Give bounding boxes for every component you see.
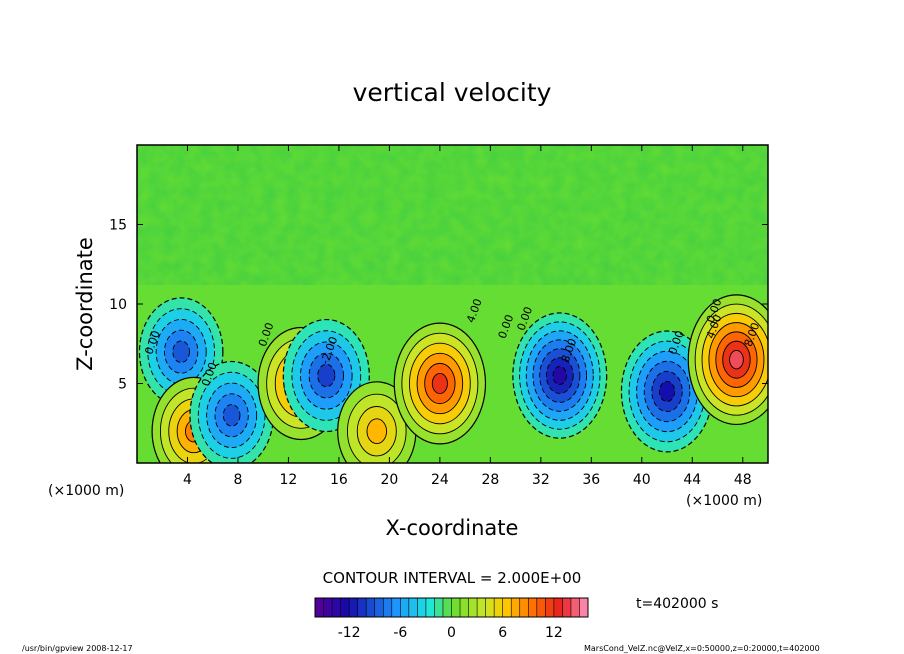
colorbar-tick-label: 0 xyxy=(447,625,456,641)
colorbar-segment xyxy=(391,598,401,617)
y-axis-label: Z-coordinate xyxy=(73,237,97,371)
x-tick-label: 24 xyxy=(431,472,449,488)
cell-contour xyxy=(172,340,190,363)
cell-contour xyxy=(317,363,336,388)
footer-right: MarsCond_VelZ.nc@VelZ,x=0:50000,z=0:2000… xyxy=(584,644,820,653)
colorbar-segment xyxy=(511,598,521,617)
colorbar-segment xyxy=(553,598,563,617)
colorbar-segment xyxy=(340,598,350,617)
x-tick-label: 12 xyxy=(280,472,298,488)
colorbar-segment xyxy=(519,598,529,617)
y-tick-label: 5 xyxy=(118,377,127,393)
colorbar-segment xyxy=(425,598,435,617)
x-tick-label: 4 xyxy=(183,472,192,488)
colorbar-tick-label: 12 xyxy=(545,625,563,641)
colorbar-segment xyxy=(315,598,325,617)
x-tick-label: 28 xyxy=(481,472,499,488)
colorbar-segment xyxy=(357,598,367,617)
x-tick-label: 16 xyxy=(330,472,348,488)
cell-contour xyxy=(658,380,676,402)
cell-mark xyxy=(687,294,768,426)
colorbar-segment xyxy=(374,598,384,617)
colorbar-segment xyxy=(485,598,495,617)
colorbar-segment xyxy=(383,598,393,617)
colorbar-segment xyxy=(570,598,580,617)
x-tick-label: 40 xyxy=(633,472,651,488)
colorbar-segment xyxy=(434,598,444,617)
colorbar-segment xyxy=(562,598,572,617)
colorbar-frame xyxy=(314,597,589,618)
cell-layer xyxy=(138,294,768,463)
cell-contour xyxy=(552,366,567,385)
y-tick-label: 15 xyxy=(109,218,127,234)
cell-contour xyxy=(431,372,448,395)
colorbar-tick-label: 6 xyxy=(498,625,507,641)
x-tick-label: 44 xyxy=(683,472,701,488)
colorbar-segment xyxy=(366,598,376,617)
contour-interval-text: CONTOUR INTERVAL = 2.000E+00 xyxy=(323,569,582,587)
colorbar-segment xyxy=(460,598,470,617)
colorbar xyxy=(314,598,589,617)
x-axis-label: X-coordinate xyxy=(386,516,519,540)
y-axis: 5 10 15 xyxy=(109,218,768,393)
colorbar-tick-label: -6 xyxy=(393,625,407,641)
x-axis: 4 8 12 16 20 24 28 32 36 40 44 48 xyxy=(183,145,752,488)
colorbar-segment xyxy=(442,598,452,617)
x-tick-label: 48 xyxy=(734,472,752,488)
colorbar-segment xyxy=(451,598,461,617)
colorbar-segment xyxy=(408,598,418,617)
plot-area xyxy=(137,145,768,463)
colorbar-segment xyxy=(536,598,546,617)
y-tick-label: 10 xyxy=(109,297,127,313)
x-unit-right: (×1000 m) xyxy=(686,493,762,509)
cell-contour xyxy=(366,418,388,445)
colorbar-segment xyxy=(323,598,333,617)
x-tick-label: 36 xyxy=(582,472,600,488)
footer-left: /usr/bin/gpview 2008-12-17 xyxy=(22,644,133,653)
colorbar-tick-label: -12 xyxy=(338,625,361,641)
x-tick-label: 8 xyxy=(233,472,242,488)
colorbar-segment xyxy=(502,598,512,617)
colorbar-segment xyxy=(528,598,538,617)
cell-contour xyxy=(222,404,241,427)
x-unit-left: (×1000 m) xyxy=(48,483,124,499)
colorbar-segment xyxy=(468,598,478,617)
colorbar-segment xyxy=(579,598,589,617)
colorbar-ticks: -12 -6 0 6 12 xyxy=(338,625,563,641)
colorbar-segment xyxy=(477,598,487,617)
cell-mark xyxy=(512,312,608,439)
colorbar-segment xyxy=(349,598,359,617)
cell-contour xyxy=(729,349,744,370)
time-label: t=402000 s xyxy=(636,596,718,612)
x-tick-label: 20 xyxy=(380,472,398,488)
x-tick-label: 32 xyxy=(532,472,550,488)
colorbar-segment xyxy=(332,598,342,617)
cell-mark xyxy=(189,360,274,463)
colorbar-segment xyxy=(417,598,427,617)
chart-title: vertical velocity xyxy=(353,78,552,107)
colorbar-segment xyxy=(545,598,555,617)
colorbar-segment xyxy=(494,598,504,617)
upper-texture xyxy=(137,145,768,285)
cell-mark xyxy=(393,322,487,445)
colorbar-segment xyxy=(400,598,410,617)
